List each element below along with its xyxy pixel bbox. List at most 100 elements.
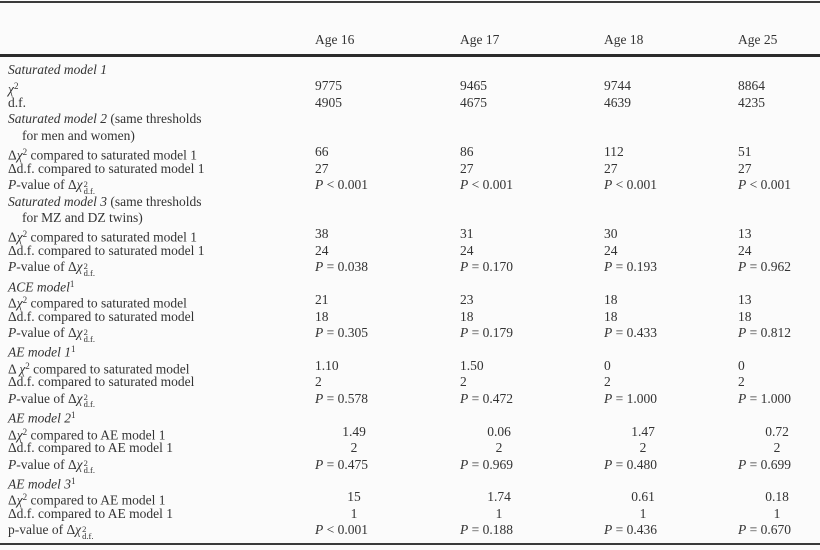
label-text: ACE model	[8, 279, 70, 295]
row-label: Δd.f. compared to saturated model	[0, 374, 307, 390]
table-body: Saturated model 1 χ2 9775 9465 9744 8864 d.f. 4…	[0, 62, 820, 540]
row-label: AE model 31	[0, 473, 307, 493]
row-label: χ2	[0, 78, 307, 98]
value-cell: 2	[730, 440, 820, 456]
value-cell: 8864	[738, 78, 765, 94]
p-symbol: P	[460, 456, 469, 472]
table-row: Δd.f. compared to AE model 1 1 1 1 1	[0, 506, 820, 522]
chi-symbol: χ	[19, 361, 26, 377]
value-cell: P = 0.699	[738, 456, 791, 472]
value-cell: P = 0.193	[604, 259, 657, 275]
table-row: Δ χ2 compared to saturated model 1.10 1.50…	[0, 358, 820, 377]
label-text: 1	[69, 278, 75, 289]
value-cell: 4235	[738, 94, 765, 110]
label-text: 2	[25, 360, 30, 371]
label-text: Δ	[8, 492, 17, 508]
row-label: p-value of Δχ 2 d.f.	[0, 522, 307, 540]
header-label-spacer	[0, 31, 307, 49]
table-row: P-value of Δχ 2 d.f. P = 0.475 P = 0.969 P = …	[0, 456, 820, 475]
shifted-value: 0.18	[765, 489, 789, 505]
value-cell: 24	[604, 242, 618, 258]
row-label: Δd.f. compared to AE model 1	[0, 506, 307, 522]
chi-sup-sub: 2 d.f.	[83, 326, 95, 344]
table-row: AE model 21	[0, 407, 820, 426]
value-cell	[730, 62, 820, 78]
label-text: compared to saturated model	[29, 361, 190, 377]
shifted-value: 1.47	[631, 423, 655, 439]
p-symbol: P	[460, 325, 469, 340]
value-cell: 18	[604, 308, 618, 324]
table-row: Δd.f. compared to saturated model 2 2 2 2	[0, 374, 820, 390]
value-cell: 51	[738, 144, 752, 160]
value-cell	[307, 111, 452, 127]
value-cell	[452, 194, 596, 210]
chi-sup-sub: 2 d.f.	[83, 178, 95, 196]
value-cell: P = 0.170	[460, 259, 513, 275]
p-symbol: P	[738, 390, 747, 406]
label-text: Δ	[8, 147, 17, 163]
table-row: Δd.f. compared to saturated model 1 27 27 2…	[0, 161, 820, 177]
value-cell: 0	[738, 357, 745, 373]
value-cell	[452, 62, 596, 78]
value-cell: P = 0.472	[460, 390, 513, 406]
value-cell: 31	[460, 226, 474, 242]
label-text: -value of Δ	[16, 456, 77, 472]
value-cell: P = 0.578	[315, 390, 368, 406]
value-cell: 21	[315, 292, 329, 308]
chi-sup-sub: 2 d.f.	[83, 458, 95, 475]
shifted-value: 1	[350, 505, 358, 521]
p-symbol: P	[738, 522, 747, 538]
chi-symbol: χ	[76, 177, 83, 193]
column-header-age-16: Age 16	[315, 32, 355, 47]
label-text: for MZ and DZ twins)	[22, 209, 143, 225]
p-symbol: P	[604, 259, 613, 275]
p-symbol: P	[604, 522, 613, 538]
value-cell: P = 0.812	[738, 325, 791, 340]
label-text: Δd.f. compared to AE model 1	[8, 440, 174, 456]
table-header-row: Age 16 Age 17 Age 18 Age 25	[0, 31, 820, 49]
label-text: 1	[71, 344, 76, 355]
table-row: Saturated model 2 (same thresholds	[0, 111, 820, 127]
chi-symbol: χ	[16, 427, 23, 443]
value-cell: P = 0.038	[315, 259, 368, 275]
shifted-value: 1.49	[342, 423, 366, 439]
value-cell	[452, 128, 596, 144]
value-cell: P = 0.670	[738, 522, 791, 538]
p-symbol: P	[315, 390, 324, 406]
value-cell	[452, 111, 596, 127]
row-label: Δχ2 compared to saturated model 1	[0, 144, 307, 164]
value-cell	[596, 62, 730, 78]
value-cell	[730, 194, 820, 210]
row-label: ACE model1	[0, 276, 307, 296]
label-text: (same thresholds	[107, 111, 202, 127]
table-row: Δχ2 compared to saturated model 21 23 18 13	[0, 292, 820, 311]
row-label: AE model 21	[0, 407, 307, 427]
value-cell: 4639	[604, 94, 631, 110]
value-cell	[596, 194, 730, 210]
value-cell: 0.72	[730, 424, 820, 444]
label-text: Δ	[8, 229, 17, 245]
row-label: Δd.f. compared to saturated model	[0, 309, 307, 325]
p-symbol: P	[315, 325, 324, 340]
value-cell: 1.49	[307, 424, 452, 444]
row-label: Δχ2 compared to saturated model 1	[0, 226, 307, 246]
row-label: Δχ2 compared to AE model 1	[0, 489, 307, 509]
label-text: compared to saturated model 1	[27, 229, 197, 245]
table-top-rule	[0, 1, 820, 3]
table-row: Δχ2 compared to AE model 1 15 1.74 0.61 0.18	[0, 489, 820, 508]
value-cell: 0	[604, 357, 611, 373]
row-label: Δ χ2 compared to saturated model	[0, 358, 307, 378]
row-label: Δχ2 compared to AE model 1	[0, 424, 307, 444]
row-label: P-value of Δχ 2 d.f.	[0, 259, 307, 277]
shifted-value: 1	[773, 505, 781, 521]
table-row: Δχ2 compared to saturated model 1 66 86 112…	[0, 144, 820, 163]
value-cell: P < 0.001	[315, 522, 368, 538]
chi-symbol: χ	[76, 259, 83, 275]
value-cell: 0.06	[452, 424, 596, 444]
p-symbol: P	[460, 177, 469, 193]
value-cell: 18	[604, 292, 618, 308]
row-label: P-value of Δχ 2 d.f.	[0, 177, 307, 196]
value-cell: 1	[452, 506, 596, 522]
label-text: -value of Δ	[16, 325, 77, 340]
